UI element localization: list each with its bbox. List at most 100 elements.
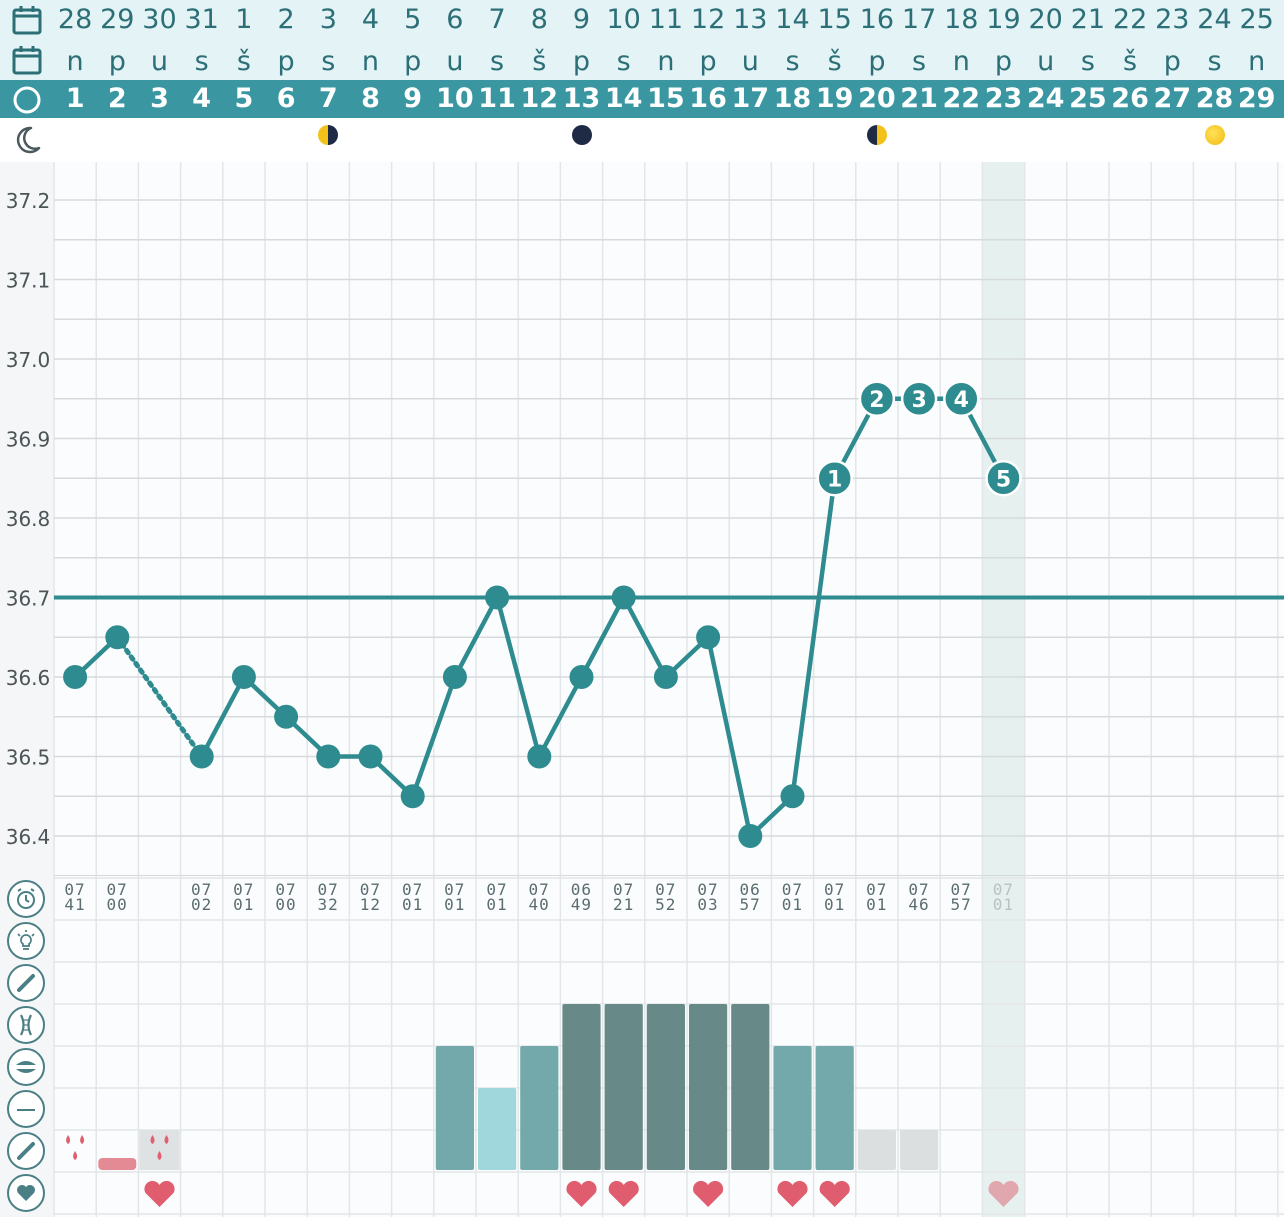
cycle-day-cell[interactable]: 10 (436, 83, 474, 114)
date-cell[interactable]: 19 (986, 4, 1021, 35)
date-cell[interactable]: 2 (1278, 0, 1284, 40)
cycle-day-cell[interactable]: 2 (107, 83, 127, 114)
cycle-day-cell[interactable]: 16 (689, 83, 727, 114)
calendar-icon[interactable] (0, 40, 54, 80)
weekday-cell[interactable] (1278, 40, 1284, 80)
cycle-day-cell[interactable]: 26 (1111, 83, 1149, 114)
cycle-day-cell[interactable]: 28 (1195, 83, 1234, 114)
date-cell[interactable]: 4 (361, 4, 380, 35)
calendar-icon[interactable] (0, 0, 54, 40)
alarm-clock-icon[interactable] (7, 880, 45, 918)
cycle-day-cell[interactable]: 20 (858, 83, 896, 114)
weekday-cell[interactable]: p (108, 46, 126, 77)
date-cell[interactable]: 25 (1239, 4, 1274, 35)
date-cell[interactable]: 23 (1155, 4, 1190, 35)
weekday-cell[interactable]: n (66, 46, 84, 77)
date-cell[interactable]: 31 (184, 4, 219, 35)
date-cell[interactable]: 16 (859, 4, 895, 35)
weekday-cell[interactable]: š (1123, 46, 1138, 77)
date-cell[interactable]: 2 (277, 4, 295, 35)
cycle-day-cell[interactable]: 21 (900, 83, 938, 114)
cervix-icon[interactable] (7, 1006, 45, 1044)
cycle-day-cell[interactable]: 14 (604, 83, 643, 114)
half-fill-icon[interactable] (7, 1090, 45, 1128)
date-cell[interactable]: 9 (572, 4, 591, 35)
cycle-day-cell[interactable]: 3 (150, 83, 169, 114)
weekday-cell[interactable]: p (1163, 46, 1181, 77)
cycle-day-cell[interactable]: 25 (1069, 83, 1107, 114)
date-cell[interactable]: 21 (1070, 4, 1106, 35)
cycle-day-cell[interactable]: 23 (984, 83, 1023, 114)
weekday-cell[interactable]: p (994, 46, 1013, 77)
weekday-cell[interactable]: p (868, 46, 886, 77)
date-cell[interactable]: 8 (530, 4, 548, 35)
weekday-cell[interactable]: p (404, 46, 422, 77)
weekday-cell[interactable]: p (277, 46, 295, 77)
weekday-cell[interactable]: š (236, 46, 251, 77)
weekday-cell[interactable]: s (490, 46, 505, 77)
lightbulb-icon[interactable] (7, 922, 45, 960)
weekday-cell[interactable]: u (446, 46, 464, 77)
pen-icon[interactable] (7, 1132, 45, 1170)
weekday-cell[interactable]: s (912, 46, 927, 77)
date-cell[interactable]: 14 (775, 4, 810, 35)
weekday-cell[interactable]: š (827, 46, 842, 77)
cycle-day-cell[interactable]: 11 (478, 83, 516, 114)
date-cell[interactable]: 12 (690, 4, 726, 35)
pen-icon[interactable] (7, 964, 45, 1002)
weekday-cell[interactable]: u (741, 46, 759, 77)
weekday-cell[interactable]: s (1080, 46, 1095, 77)
cycle-day-cell[interactable]: 8 (361, 83, 380, 114)
date-cell[interactable]: 13 (733, 4, 768, 35)
weekday-cell[interactable]: s (1207, 46, 1222, 77)
cycle-day-cell[interactable]: 24 (1026, 83, 1065, 114)
date-cell[interactable]: 15 (817, 4, 852, 35)
circle-icon[interactable] (0, 80, 54, 120)
cycle-day-cell[interactable]: 29 (1237, 83, 1276, 114)
date-cell[interactable]: 30 (142, 4, 177, 35)
weekday-cell[interactable]: n (657, 46, 675, 77)
cycle-day-cell[interactable]: 6 (276, 83, 296, 114)
date-cell[interactable]: 11 (648, 4, 684, 35)
cycle-day-cell[interactable]: 3 (1278, 80, 1284, 120)
date-cell[interactable]: 29 (100, 4, 135, 35)
date-cell[interactable]: 18 (944, 4, 979, 35)
weekday-cell[interactable]: n (1248, 46, 1266, 77)
cycle-day-cell[interactable]: 17 (731, 83, 770, 114)
cycle-day-cell[interactable]: 13 (562, 83, 601, 114)
date-cell[interactable]: 22 (1112, 4, 1148, 35)
cycle-day-cell[interactable]: 5 (234, 83, 254, 114)
date-cell[interactable]: 17 (901, 4, 937, 35)
weekday-cell[interactable]: p (572, 46, 591, 77)
weekday-cell[interactable]: š (532, 46, 547, 77)
cycle-day-cell[interactable]: 27 (1153, 83, 1192, 114)
weekday-cell[interactable]: u (150, 46, 169, 77)
heart-icon[interactable] (7, 1174, 45, 1212)
weekday-cell[interactable]: s (616, 46, 631, 77)
date-cell[interactable]: 6 (446, 4, 464, 35)
cycle-day-cell[interactable]: 18 (773, 83, 812, 114)
cycle-day-cell[interactable]: 15 (647, 83, 685, 114)
date-cell[interactable]: 10 (606, 4, 641, 35)
date-cell[interactable]: 3 (319, 4, 337, 35)
date-cell[interactable]: 28 (57, 4, 93, 35)
weekday-cell[interactable]: p (699, 46, 717, 77)
date-cell[interactable]: 20 (1028, 4, 1063, 35)
date-cell[interactable]: 24 (1197, 4, 1232, 35)
cervix-position-icon[interactable] (7, 1048, 45, 1086)
weekday-cell[interactable]: s (321, 46, 336, 77)
date-cell[interactable]: 5 (404, 4, 422, 35)
date-cell[interactable]: 1 (235, 4, 253, 35)
cycle-day-cell[interactable]: 22 (942, 83, 981, 114)
weekday-cell[interactable]: u (1037, 46, 1055, 77)
cycle-day-cell[interactable]: 4 (192, 83, 212, 114)
cycle-day-cell[interactable]: 12 (520, 83, 559, 114)
cycle-day-cell[interactable]: 19 (815, 83, 854, 114)
cycle-day-cell[interactable]: 9 (403, 83, 423, 114)
weekday-cell[interactable]: s (785, 46, 800, 77)
cycle-day-cell[interactable]: 7 (318, 83, 338, 114)
weekday-cell[interactable]: s (194, 46, 209, 77)
weekday-cell[interactable]: n (952, 46, 970, 77)
weekday-cell[interactable]: n (361, 46, 380, 77)
cycle-day-cell[interactable]: 1 (65, 83, 85, 114)
